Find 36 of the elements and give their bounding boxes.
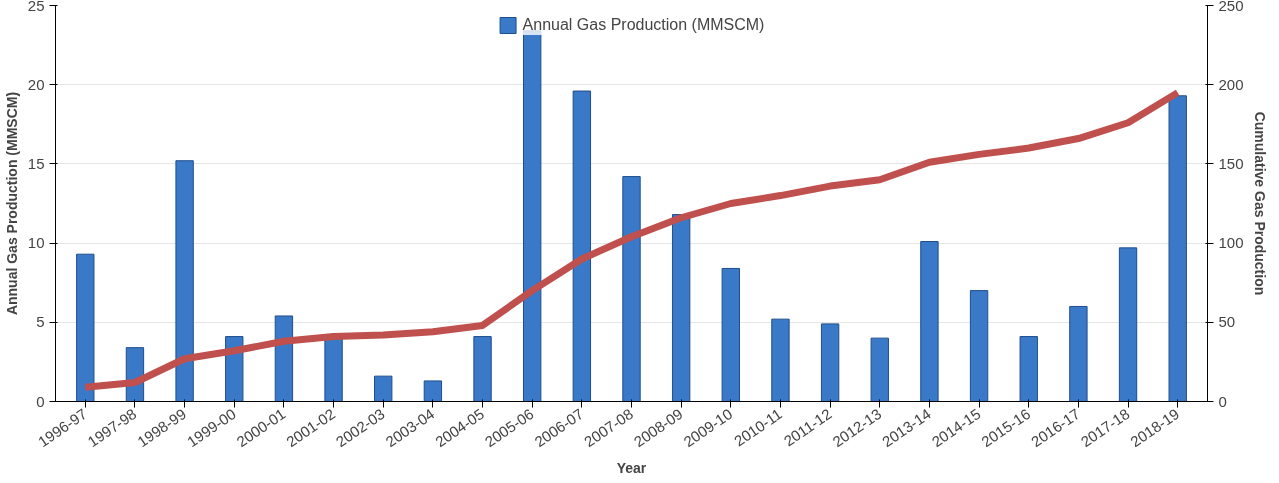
bar xyxy=(671,214,691,402)
y-tick-label: 25 xyxy=(27,0,45,14)
y2-tick-label: 0 xyxy=(1218,392,1227,410)
bar xyxy=(1019,336,1038,402)
y-axis-title: Annual Gas Production (MMSCM) xyxy=(3,91,20,316)
bar xyxy=(324,337,343,402)
y-tick-label: 20 xyxy=(27,75,45,93)
legend-label: Annual Gas Production (MMSCM) xyxy=(522,16,765,34)
y2-tick-label: 50 xyxy=(1218,313,1236,331)
x-axis-title: Year xyxy=(616,459,647,476)
bar xyxy=(175,160,194,402)
y-tick-label: 5 xyxy=(36,313,45,331)
bar xyxy=(969,290,989,402)
y2-tick-label: 250 xyxy=(1218,0,1244,14)
bar xyxy=(771,318,790,402)
bar xyxy=(473,336,492,402)
bar xyxy=(1069,305,1088,402)
y-tick-label: 10 xyxy=(27,234,45,252)
bar xyxy=(870,337,889,402)
y2-tick-label: 150 xyxy=(1218,154,1244,172)
y2-axis-title: Cumulative Gas Production xyxy=(1251,111,1268,296)
bar xyxy=(423,380,443,402)
y2-tick-label: 200 xyxy=(1218,75,1244,93)
bar xyxy=(1118,247,1138,402)
bar xyxy=(1168,95,1187,402)
y-tick-label: 15 xyxy=(27,154,45,172)
bar xyxy=(920,241,939,402)
bar xyxy=(721,267,740,402)
bar xyxy=(622,176,641,402)
y-tick-label: 0 xyxy=(36,392,45,410)
bar xyxy=(76,253,95,402)
bar xyxy=(820,323,840,402)
bar xyxy=(572,90,592,402)
bar xyxy=(274,315,294,402)
y2-tick-label: 100 xyxy=(1218,234,1244,252)
bar xyxy=(374,375,393,402)
